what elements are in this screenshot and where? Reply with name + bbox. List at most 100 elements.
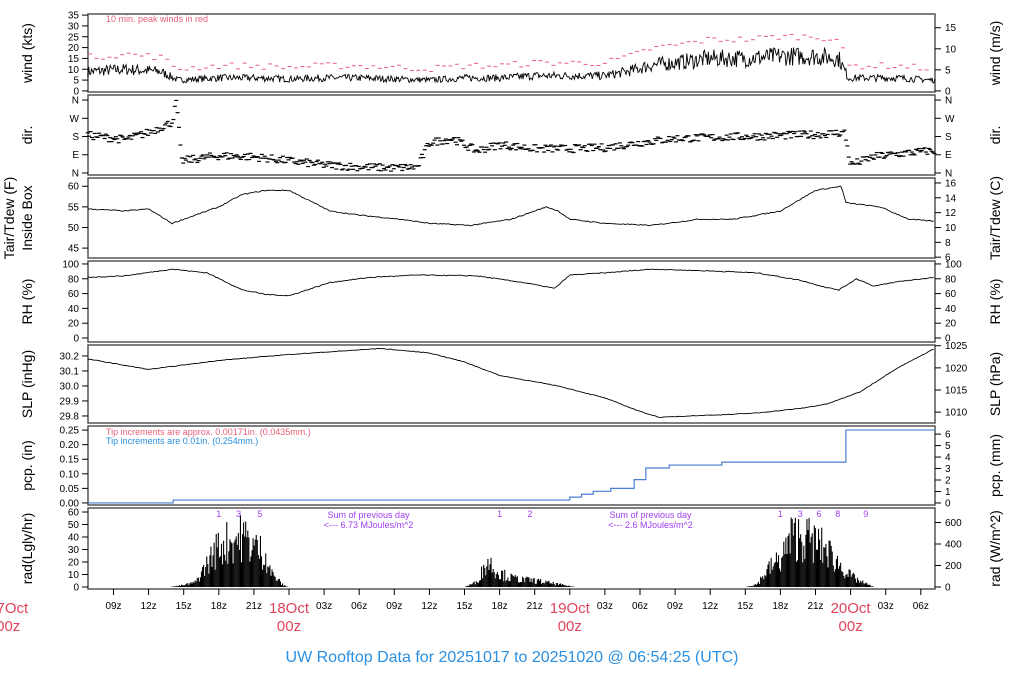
wind-ytick-label: 35 [68,11,80,22]
pcp-note-tip: Tip increments are 0.01in. (0.254mm.) [106,436,258,446]
rad-frame [87,507,936,590]
rh-ylabel-right: RH (%) [987,279,1003,325]
time-tick-label: 06z [913,601,929,612]
wind-ytick-right-label: 10 [945,44,957,55]
wind-ytick-label: 25 [68,32,80,43]
slp-ytick-right-label: 1025 [945,341,968,352]
rad-ytick-right-label: 400 [945,540,962,551]
tair-ytick-label: 45 [68,244,80,255]
rad-ytick-right-label: 600 [945,518,962,529]
chart-title: UW Rooftop Data for 20251017 to 20251020… [285,649,739,666]
pcp-series [87,429,935,504]
rh-ytick-label: 60 [68,289,80,300]
time-tick-label: 15z [737,601,753,612]
wind-ylabel: wind (kts) [19,23,35,84]
pcp-ytick-right-label: 3 [945,464,951,475]
time-tick-label: 03z [597,601,613,612]
rh-ytick-right-label: 40 [945,304,957,315]
rad-ytick-label: 60 [68,508,80,519]
tair-ylabel-right: Tair/Tdew (C) [987,176,1003,260]
tair-ytick-label: 60 [68,182,80,193]
pcp-ytick-label: 0.25 [60,426,80,437]
rad-hour-mark: 1 [778,509,783,519]
date-hour-label: 00z [277,618,301,635]
wind-series [87,34,936,84]
rh-line [87,268,934,297]
slp-ytick-label: 29.8 [60,411,80,422]
slp-frame [87,344,936,424]
wind-peak-annotation: 10 min. peak winds in red [106,14,208,24]
dir-ylabel: dir. [19,126,35,145]
chart-title-holder: UW Rooftop Data for 20251017 to 20251020… [0,649,1024,667]
pcp-note-approx: Tip increments are approx. 0.00171in. (0… [106,427,311,437]
dir-ytick-right-label: E [945,150,952,161]
rh-frame [87,260,936,343]
slp-ytick-right-label: 1015 [945,386,968,397]
time-tick-label: 03z [316,601,332,612]
rad-daily-sum-label: Sum of previous day [610,510,693,520]
rh-ytick-right-label: 60 [945,289,957,300]
dir-ytick-label: S [72,132,79,143]
pcp-line [87,429,935,504]
dir-ytick-right-label: S [945,132,952,143]
tair-ytick-label: 50 [68,223,80,234]
date-label: 20Oct [831,600,872,617]
time-tick-label: 15z [456,601,472,612]
time-tick-label: 09z [105,601,121,612]
rad-ytick-label: 30 [68,545,80,556]
dir-frame [87,94,936,176]
wind-ytick-label: 10 [68,65,80,76]
time-tick-label: 09z [386,601,402,612]
wind-ytick-label: 0 [73,86,79,97]
pcp-ytick-label: 0.10 [60,469,80,480]
time-tick-label: 21z [246,601,262,612]
pcp-ytick-label: 0.05 [60,484,80,495]
date-hour-label: 00z [558,618,582,635]
slp-ytick-right-label: 1010 [945,408,968,419]
rh-ytick-label: 0 [73,334,79,345]
rh-ytick-right-label: 100 [945,259,962,270]
tair-ytick-right-label: 8 [945,238,951,249]
time-tick-label: 03z [878,601,894,612]
rad-hour-mark: 6 [817,509,822,519]
slp-ytick-right-label: 1020 [945,363,968,374]
rad-ytick-label: 40 [68,533,80,544]
pcp-ytick-right-label: 1 [945,487,951,498]
pcp-ytick-right-label: 2 [945,476,951,487]
pcp-ytick-right-label: 6 [945,430,951,441]
time-tick-label: 12z [141,601,157,612]
pcp-ytick-right-label: 5 [945,441,951,452]
tair-ytick-label: 55 [68,202,80,213]
tair-ytick-right-label: 6 [945,253,951,264]
rad-hour-mark: 1 [497,509,502,519]
tair-ytick-right-label: 14 [945,193,957,204]
rh-ytick-label: 20 [68,319,80,330]
rh-series [87,268,934,297]
rad-hour-mark: 5 [257,509,262,519]
dir-ytick-label: N [72,168,79,179]
slp-line [87,347,934,419]
rad-daily-sum-label: Sum of previous day [328,510,411,520]
wind-ytick-label: 20 [68,43,80,54]
dir-ytick-label: E [72,150,79,161]
slp-ytick-label: 30.1 [60,366,80,377]
time-tick-label: 09z [667,601,683,612]
time-tick-label: 06z [351,601,367,612]
dir-ylabel-right: dir. [987,126,1003,145]
dir-ytick-label: W [70,114,80,125]
time-tick-label: 18z [772,601,788,612]
tair-ylabel2: Inside Box [19,185,35,250]
tair-series [87,185,934,227]
time-tick-label: 18z [211,601,227,612]
pcp-ytick-label: 0.00 [60,498,80,509]
rad-series [169,514,874,587]
slp-series [87,347,934,419]
pcp-ytick-right-label: 0 [945,498,951,509]
dir-ytick-right-label: W [945,114,955,125]
time-tick-label: 21z [527,601,543,612]
pcp-ylabel: pcp. (in) [19,440,35,491]
rad-ytick-label: 0 [73,583,79,594]
tair-frame [87,177,936,259]
rad-ytick-right-label: 200 [945,561,962,572]
